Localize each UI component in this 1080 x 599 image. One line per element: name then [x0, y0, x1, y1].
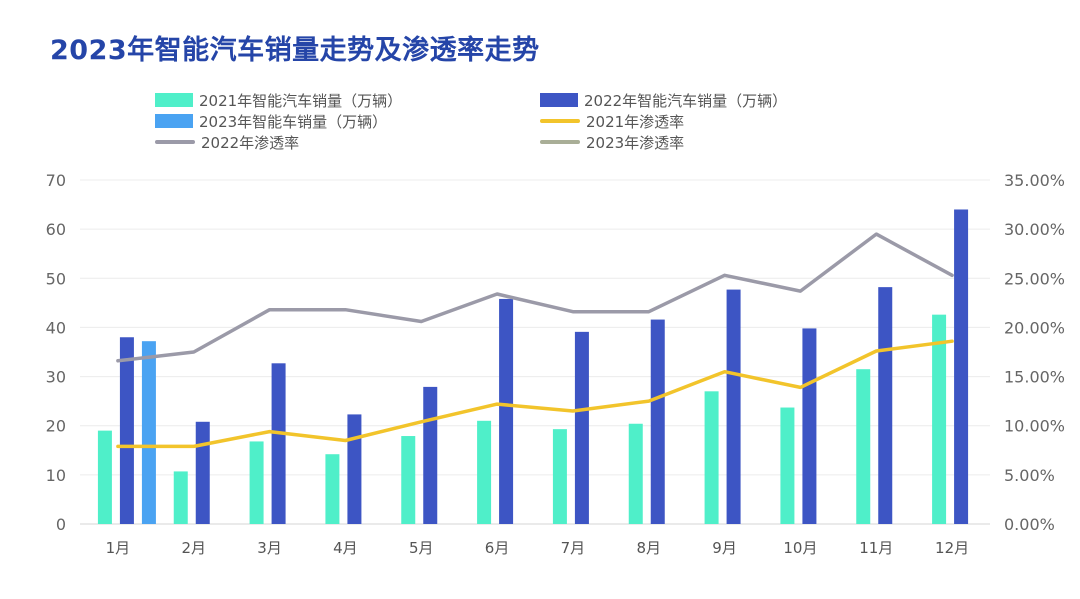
- series-line-1: [116, 339, 954, 449]
- legend-label-2021-sales: 2021年智能汽车销量（万辆）: [199, 91, 403, 110]
- legend-item-2023-sales: 2023年智能车销量（万辆）: [155, 110, 387, 132]
- legend-item-2021-rate: 2021年渗透率: [540, 110, 684, 132]
- bar-1-3月: [249, 441, 264, 524]
- y-left-tick-label: 30: [46, 368, 66, 387]
- bar-2-10月: [802, 328, 817, 524]
- legend-swatch-2023-sales: [155, 114, 193, 128]
- bar-1-6月: [477, 420, 492, 524]
- legend-label-2022-sales: 2022年智能汽车销量（万辆）: [584, 91, 788, 110]
- bar-2-11月: [878, 287, 893, 524]
- bar-1-8月: [628, 423, 643, 524]
- y-right-tick-label: 35.00%: [1004, 171, 1065, 190]
- y-left-tick-label: 70: [46, 171, 66, 190]
- y-right-tick-label: 0.00%: [1004, 515, 1055, 534]
- legend-swatch-2022-sales: [540, 93, 578, 107]
- y-left-tick-label: 60: [46, 220, 66, 239]
- legend-label-2023-rate: 2023年渗透率: [586, 133, 685, 152]
- bar-3-1月: [141, 341, 156, 524]
- y-left-tick-label: 40: [46, 318, 66, 337]
- x-tick-label: 12月: [935, 539, 969, 557]
- legend-item-2022-rate: 2022年渗透率: [155, 131, 299, 153]
- y-left-tick-label: 10: [46, 466, 66, 485]
- bar-2-5月: [423, 386, 438, 524]
- y-right-tick-label: 25.00%: [1004, 269, 1065, 288]
- bar-2-6月: [499, 298, 514, 524]
- y-left-tick-label: 20: [46, 417, 66, 436]
- legend-item-2022-sales: 2022年智能汽车销量（万辆）: [540, 89, 787, 111]
- bar-2-2月: [195, 421, 210, 524]
- x-tick-label: 4月: [333, 539, 358, 557]
- x-tick-label: 8月: [636, 539, 661, 557]
- bar-2-4月: [347, 414, 362, 524]
- bar-1-1月: [97, 430, 112, 524]
- bar-1-9月: [704, 391, 719, 524]
- bar-2-8月: [650, 319, 665, 524]
- bar-2-7月: [574, 331, 589, 524]
- y-right-tick-label: 10.00%: [1004, 417, 1065, 436]
- bar-1-2月: [173, 471, 188, 524]
- y-right-tick-label: 20.00%: [1004, 318, 1065, 337]
- bar-1-10月: [780, 407, 795, 524]
- legend-line-2021-rate: [540, 119, 580, 123]
- legend-label-2021-rate: 2021年渗透率: [586, 112, 685, 131]
- y-right-tick-label: 15.00%: [1004, 368, 1065, 387]
- x-tick-label: 9月: [712, 539, 737, 557]
- bar-1-5月: [401, 436, 416, 524]
- bar-1-12月: [932, 314, 947, 524]
- x-tick-label: 7月: [561, 539, 586, 557]
- x-tick-label: 2月: [181, 539, 206, 557]
- bar-1-4月: [325, 454, 340, 524]
- bar-2-3月: [271, 363, 286, 524]
- y-right-tick-label: 30.00%: [1004, 220, 1065, 239]
- bar-2-1月: [119, 337, 134, 524]
- legend-line-2023-rate: [540, 140, 580, 144]
- series-line-2: [116, 232, 954, 363]
- legend-label-2022-rate: 2022年渗透率: [201, 133, 300, 152]
- y-right-tick-label: 5.00%: [1004, 466, 1055, 485]
- x-tick-label: 5月: [409, 539, 434, 557]
- x-tick-label: 6月: [485, 539, 510, 557]
- x-tick-label: 1月: [106, 539, 131, 557]
- x-tick-label: 11月: [859, 539, 893, 557]
- x-tick-label: 10月: [783, 539, 817, 557]
- y-left-tick-label: 0: [56, 515, 66, 534]
- x-tick-label: 3月: [257, 539, 282, 557]
- legend-item-2023-rate: 2023年渗透率: [540, 131, 684, 153]
- bar-1-11月: [856, 369, 871, 524]
- legend-label-2023-sales: 2023年智能车销量（万辆）: [199, 112, 388, 131]
- legend: 2021年智能汽车销量（万辆） 2022年智能汽车销量（万辆） 2023年智能车…: [0, 0, 1080, 160]
- bar-1-7月: [552, 429, 567, 524]
- bar-2-9月: [726, 289, 741, 524]
- y-left-tick-label: 50: [46, 269, 66, 288]
- legend-line-2022-rate: [155, 140, 195, 144]
- chart-title: 2023年智能汽车销量走势及渗透率走势: [50, 35, 540, 66]
- legend-item-2021-sales: 2021年智能汽车销量（万辆）: [155, 89, 402, 111]
- bar-2-12月: [954, 209, 969, 524]
- legend-swatch-2021-sales: [155, 93, 193, 107]
